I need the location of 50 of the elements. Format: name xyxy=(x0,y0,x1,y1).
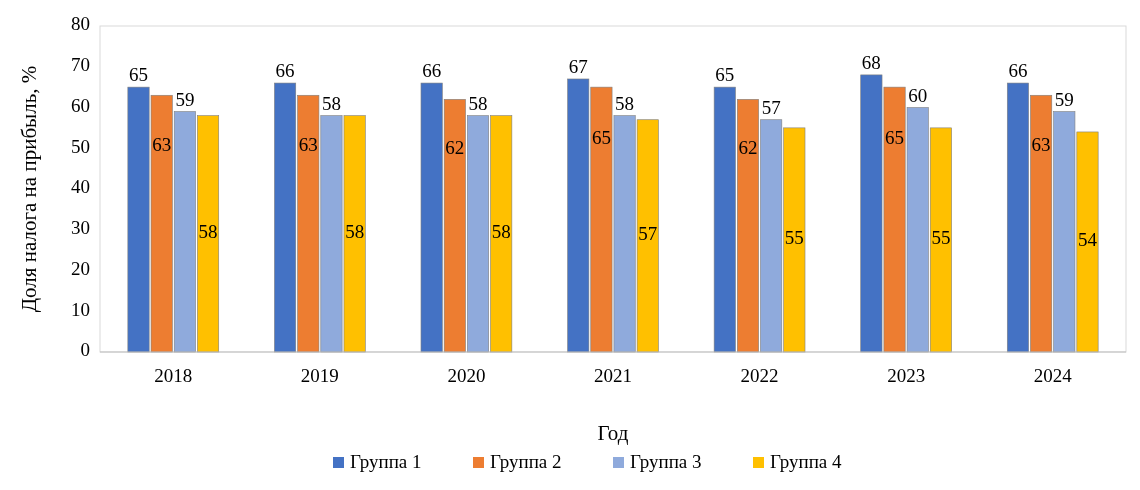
data-label: 60 xyxy=(908,84,928,106)
data-label: 63 xyxy=(1031,133,1051,155)
data-label: 66 xyxy=(275,60,295,82)
data-label: 63 xyxy=(152,133,172,155)
data-label: 62 xyxy=(738,137,758,159)
data-label: 55 xyxy=(931,227,951,249)
data-label: 65 xyxy=(591,127,611,149)
data-label: 55 xyxy=(784,227,804,249)
data-label: 58 xyxy=(615,92,635,114)
data-label: 65 xyxy=(715,64,735,86)
legend-label: Группа 4 xyxy=(770,451,843,472)
data-label: 59 xyxy=(175,88,195,110)
y-tick-label: 20 xyxy=(71,257,90,279)
data-label: 58 xyxy=(491,221,511,243)
x-tick-label: 2020 xyxy=(447,365,486,386)
data-label: 66 xyxy=(1008,60,1028,82)
data-label: 68 xyxy=(861,51,881,73)
y-tick-label: 40 xyxy=(71,176,90,198)
data-label: 58 xyxy=(468,92,488,114)
x-tick-label: 2024 xyxy=(1033,365,1073,386)
data-label: 66 xyxy=(422,60,442,82)
data-label: 67 xyxy=(568,55,588,77)
x-tick-label: 2021 xyxy=(594,365,632,386)
legend-label: Группа 3 xyxy=(630,451,702,472)
x-tick-label: 2022 xyxy=(740,365,779,386)
y-tick-label: 0 xyxy=(80,339,90,361)
y-tick-label: 70 xyxy=(71,54,90,76)
data-label: 57 xyxy=(761,96,781,118)
legend-label: Группа 2 xyxy=(490,451,562,472)
legend-label: Группа 1 xyxy=(350,451,422,472)
data-label: 58 xyxy=(198,221,218,243)
y-tick-label: 60 xyxy=(71,94,90,116)
x-tick-label: 2023 xyxy=(887,365,926,386)
x-axis-title: Год xyxy=(597,421,629,445)
data-label: 58 xyxy=(345,221,365,243)
y-axis-title: Доля налога на прибыль, % xyxy=(17,65,41,313)
data-label: 57 xyxy=(638,223,658,245)
data-label: 59 xyxy=(1054,88,1074,110)
data-label: 58 xyxy=(321,92,341,114)
x-tick-label: 2018 xyxy=(154,365,193,386)
y-tick-label: 10 xyxy=(71,298,90,320)
data-label: 63 xyxy=(298,133,318,155)
y-tick-label: 30 xyxy=(71,217,90,239)
y-tick-label: 80 xyxy=(71,13,90,35)
data-label: 62 xyxy=(445,137,465,159)
data-label: 65 xyxy=(129,64,149,86)
data-label: 65 xyxy=(885,127,905,149)
data-label: 54 xyxy=(1077,229,1098,251)
y-tick-label: 50 xyxy=(71,135,90,157)
x-tick-label: 2019 xyxy=(300,365,339,386)
